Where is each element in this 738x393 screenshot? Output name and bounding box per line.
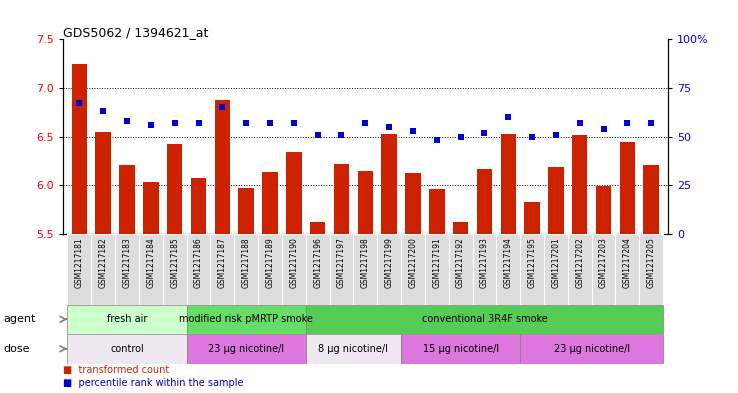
Text: GSM1217194: GSM1217194 (504, 237, 513, 288)
Text: 8 μg nicotine/l: 8 μg nicotine/l (319, 344, 388, 354)
Bar (453, 222, 469, 234)
Bar (191, 178, 207, 234)
Bar (477, 169, 492, 234)
Bar (497, 234, 520, 305)
Bar (187, 334, 306, 364)
Bar (210, 234, 234, 305)
Bar (306, 234, 330, 305)
Bar (234, 234, 258, 305)
Text: GSM1217191: GSM1217191 (432, 237, 441, 288)
Bar (401, 234, 425, 305)
Text: GSM1217201: GSM1217201 (551, 237, 560, 288)
Bar (258, 234, 282, 305)
Text: 23 μg nicotine/l: 23 μg nicotine/l (554, 344, 630, 354)
Bar (520, 334, 663, 364)
Bar (238, 188, 254, 234)
Bar (330, 234, 354, 305)
Text: GSM1217204: GSM1217204 (623, 237, 632, 288)
Bar (592, 234, 615, 305)
Text: GSM1217184: GSM1217184 (146, 237, 156, 288)
Bar (95, 132, 111, 234)
Text: GSM1217186: GSM1217186 (194, 237, 203, 288)
Bar (520, 234, 544, 305)
Text: GSM1217198: GSM1217198 (361, 237, 370, 288)
Text: GSM1217196: GSM1217196 (313, 237, 323, 288)
Text: agent: agent (4, 314, 36, 324)
Bar (405, 173, 421, 234)
Text: GSM1217200: GSM1217200 (408, 237, 418, 288)
Bar (544, 234, 568, 305)
Bar (500, 134, 516, 234)
Text: GSM1217181: GSM1217181 (75, 237, 84, 288)
Bar (382, 134, 397, 234)
Bar (163, 234, 187, 305)
Text: GSM1217193: GSM1217193 (480, 237, 489, 288)
Text: GSM1217187: GSM1217187 (218, 237, 227, 288)
Text: GDS5062 / 1394621_at: GDS5062 / 1394621_at (63, 26, 208, 39)
Text: control: control (110, 344, 144, 354)
Bar (596, 186, 611, 234)
Text: ■  transformed count: ■ transformed count (63, 365, 169, 375)
Text: GSM1217189: GSM1217189 (266, 237, 275, 288)
Bar (425, 234, 449, 305)
Text: ■  percentile rank within the sample: ■ percentile rank within the sample (63, 378, 244, 388)
Bar (187, 305, 306, 334)
Bar (187, 234, 210, 305)
Text: GSM1217182: GSM1217182 (99, 237, 108, 288)
Bar (401, 334, 520, 364)
Text: GSM1217202: GSM1217202 (575, 237, 584, 288)
Text: GSM1217195: GSM1217195 (528, 237, 537, 288)
Text: fresh air: fresh air (107, 314, 148, 324)
Bar (615, 234, 639, 305)
Bar (310, 222, 325, 234)
Bar (358, 171, 373, 234)
Text: GSM1217185: GSM1217185 (170, 237, 179, 288)
Text: GSM1217183: GSM1217183 (123, 237, 131, 288)
Bar (282, 234, 306, 305)
Text: GSM1217199: GSM1217199 (384, 237, 393, 288)
Bar (143, 182, 159, 234)
Text: GSM1217197: GSM1217197 (337, 237, 346, 288)
Bar (167, 144, 182, 234)
Bar (72, 64, 87, 234)
Bar (639, 234, 663, 305)
Bar (568, 234, 592, 305)
Bar (377, 234, 401, 305)
Bar (67, 334, 187, 364)
Bar (215, 99, 230, 234)
Bar (334, 164, 349, 234)
Bar (449, 234, 472, 305)
Bar (572, 135, 587, 234)
Bar (115, 234, 139, 305)
Bar (67, 305, 187, 334)
Bar (354, 234, 377, 305)
Bar (286, 152, 302, 234)
Bar (120, 165, 135, 234)
Text: modified risk pMRTP smoke: modified risk pMRTP smoke (179, 314, 313, 324)
Bar (524, 202, 539, 234)
Bar (620, 142, 635, 234)
Bar (429, 189, 444, 234)
Text: conventional 3R4F smoke: conventional 3R4F smoke (421, 314, 548, 324)
Bar (472, 234, 497, 305)
Text: 23 μg nicotine/l: 23 μg nicotine/l (208, 344, 284, 354)
Bar (306, 305, 663, 334)
Text: GSM1217190: GSM1217190 (289, 237, 298, 288)
Text: dose: dose (4, 344, 30, 354)
Text: GSM1217205: GSM1217205 (646, 237, 655, 288)
Bar (67, 234, 92, 305)
Bar (306, 334, 401, 364)
Bar (139, 234, 163, 305)
Bar (262, 172, 277, 234)
Bar (92, 234, 115, 305)
Text: 15 μg nicotine/l: 15 μg nicotine/l (423, 344, 499, 354)
Text: GSM1217203: GSM1217203 (599, 237, 608, 288)
Text: GSM1217192: GSM1217192 (456, 237, 465, 288)
Bar (548, 167, 564, 234)
Bar (644, 165, 659, 234)
Text: GSM1217188: GSM1217188 (241, 237, 251, 288)
